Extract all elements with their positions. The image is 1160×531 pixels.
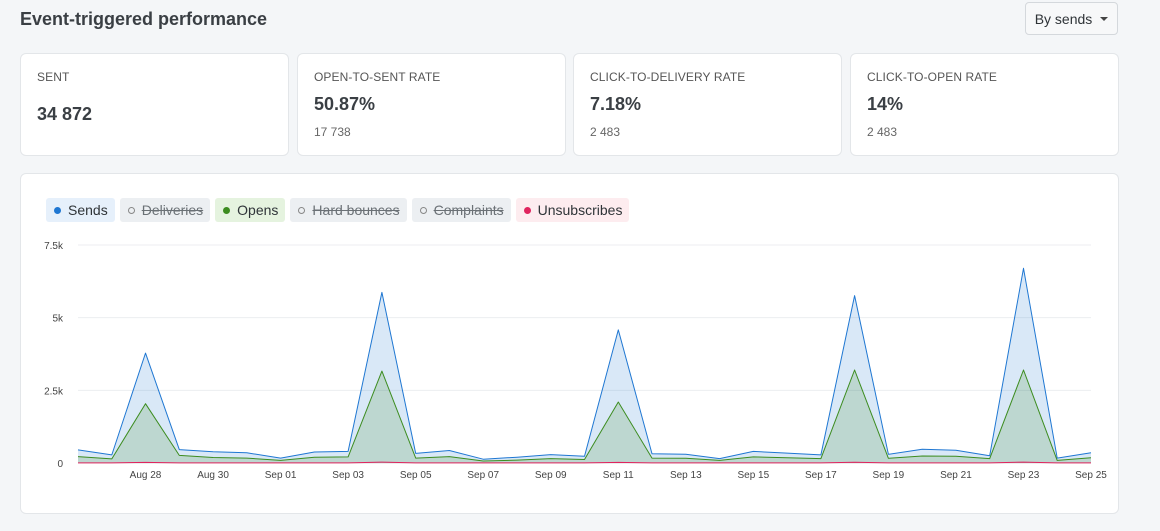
performance-area-chart: 0 2.5k 5k 7.5k Aug 28 Aug 30 Sep 01 Sep 03 Sep 0… bbox=[44, 241, 1107, 481]
legend-chip-hard-bounces[interactable]: Hard bounces bbox=[290, 198, 407, 222]
metric-card-click-to-delivery: CLICK-TO-DELIVERY RATE 7.18% 2 483 bbox=[573, 53, 842, 156]
x-tick-label: Sep 13 bbox=[670, 470, 702, 481]
metric-label: SENT bbox=[37, 70, 70, 84]
legend-label: Unsubscribes bbox=[537, 202, 623, 218]
x-tick-label: Sep 19 bbox=[873, 470, 905, 481]
legend-chip-complaints[interactable]: Complaints bbox=[411, 198, 511, 222]
metric-card-open-to-sent: OPEN-TO-SENT RATE 50.87% 17 738 bbox=[297, 53, 566, 156]
metric-card-click-to-open: CLICK-TO-OPEN RATE 14% 2 483 bbox=[850, 53, 1119, 156]
legend-chip-unsubscribes[interactable]: Unsubscribes bbox=[515, 198, 630, 222]
x-tick-label: Sep 09 bbox=[535, 470, 567, 481]
x-tick-label: Sep 01 bbox=[265, 470, 297, 481]
metric-label: OPEN-TO-SENT RATE bbox=[314, 70, 441, 84]
legend-chip-deliveries[interactable]: Deliveries bbox=[119, 198, 211, 222]
x-tick-label: Aug 28 bbox=[130, 470, 162, 481]
y-tick-label: 0 bbox=[57, 459, 63, 470]
line-sends bbox=[77, 267, 1092, 460]
metric-card-sent: SENT 34 872 bbox=[20, 53, 289, 156]
caret-down-icon bbox=[1100, 17, 1109, 21]
x-tick-label: Sep 25 bbox=[1075, 470, 1107, 481]
x-tick-label: Sep 17 bbox=[805, 470, 837, 481]
metric-label: CLICK-TO-DELIVERY RATE bbox=[590, 70, 746, 84]
legend-label: Deliveries bbox=[141, 202, 204, 218]
legend-label: Opens bbox=[237, 202, 279, 218]
metric-value: 34 872 bbox=[37, 104, 93, 124]
chart-panel: Sends Deliveries Opens Hard bounces Comp… bbox=[20, 173, 1119, 514]
x-tick-label: Sep 05 bbox=[400, 470, 432, 481]
x-tick-label: Sep 03 bbox=[332, 470, 364, 481]
sort-by-dropdown[interactable]: By sends bbox=[1025, 2, 1118, 35]
page-title: Event-triggered performance bbox=[20, 9, 268, 29]
legend-dot-icon bbox=[419, 206, 427, 214]
metric-value: 7.18% bbox=[590, 94, 642, 114]
y-tick-label: 2.5k bbox=[44, 386, 64, 397]
dropdown-label: By sends bbox=[1034, 10, 1093, 27]
chart-legend: Sends Deliveries Opens Hard bounces Comp… bbox=[46, 198, 630, 222]
x-tick-label: Sep 21 bbox=[940, 470, 972, 481]
legend-label: Sends bbox=[68, 202, 108, 218]
metric-value: 14% bbox=[867, 94, 904, 114]
line-opens bbox=[77, 369, 1092, 462]
legend-label: Complaints bbox=[433, 202, 504, 218]
legend-dot-icon bbox=[127, 206, 135, 214]
legend-dot-icon bbox=[298, 206, 306, 214]
legend-dot-icon bbox=[523, 206, 531, 214]
metric-sub-value: 2 483 bbox=[867, 125, 898, 139]
x-tick-label: Sep 23 bbox=[1008, 470, 1040, 481]
y-tick-label: 7.5k bbox=[44, 241, 64, 252]
line-unsubscribes bbox=[78, 461, 1091, 464]
area-sends bbox=[78, 268, 1091, 463]
x-tick-label: Sep 15 bbox=[737, 470, 769, 481]
legend-dot-icon bbox=[54, 206, 61, 214]
x-tick-label: Sep 07 bbox=[467, 470, 499, 481]
x-tick-label: Aug 30 bbox=[197, 470, 229, 481]
metric-label: CLICK-TO-OPEN RATE bbox=[867, 70, 998, 84]
legend-label: Hard bounces bbox=[312, 202, 400, 218]
metric-sub-value: 2 483 bbox=[590, 125, 621, 139]
legend-chip-opens[interactable]: Opens bbox=[215, 198, 286, 222]
x-tick-label: Sep 11 bbox=[603, 470, 634, 481]
y-tick-label: 5k bbox=[52, 314, 64, 325]
metric-value: 50.87% bbox=[314, 94, 376, 114]
legend-dot-icon bbox=[223, 206, 231, 214]
metric-sub-value: 17 738 bbox=[314, 125, 351, 139]
legend-chip-sends[interactable]: Sends bbox=[46, 198, 115, 222]
area-opens bbox=[78, 370, 1091, 463]
